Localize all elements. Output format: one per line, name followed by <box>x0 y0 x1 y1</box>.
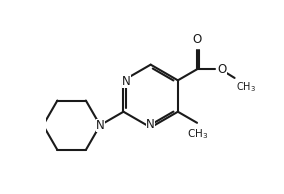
Text: CH$_3$: CH$_3$ <box>187 128 209 141</box>
Text: CH$_3$: CH$_3$ <box>235 80 256 94</box>
Text: N: N <box>96 119 105 132</box>
Text: N: N <box>146 118 155 131</box>
Text: O: O <box>218 63 227 76</box>
Text: N: N <box>122 75 131 88</box>
Text: O: O <box>193 33 202 46</box>
